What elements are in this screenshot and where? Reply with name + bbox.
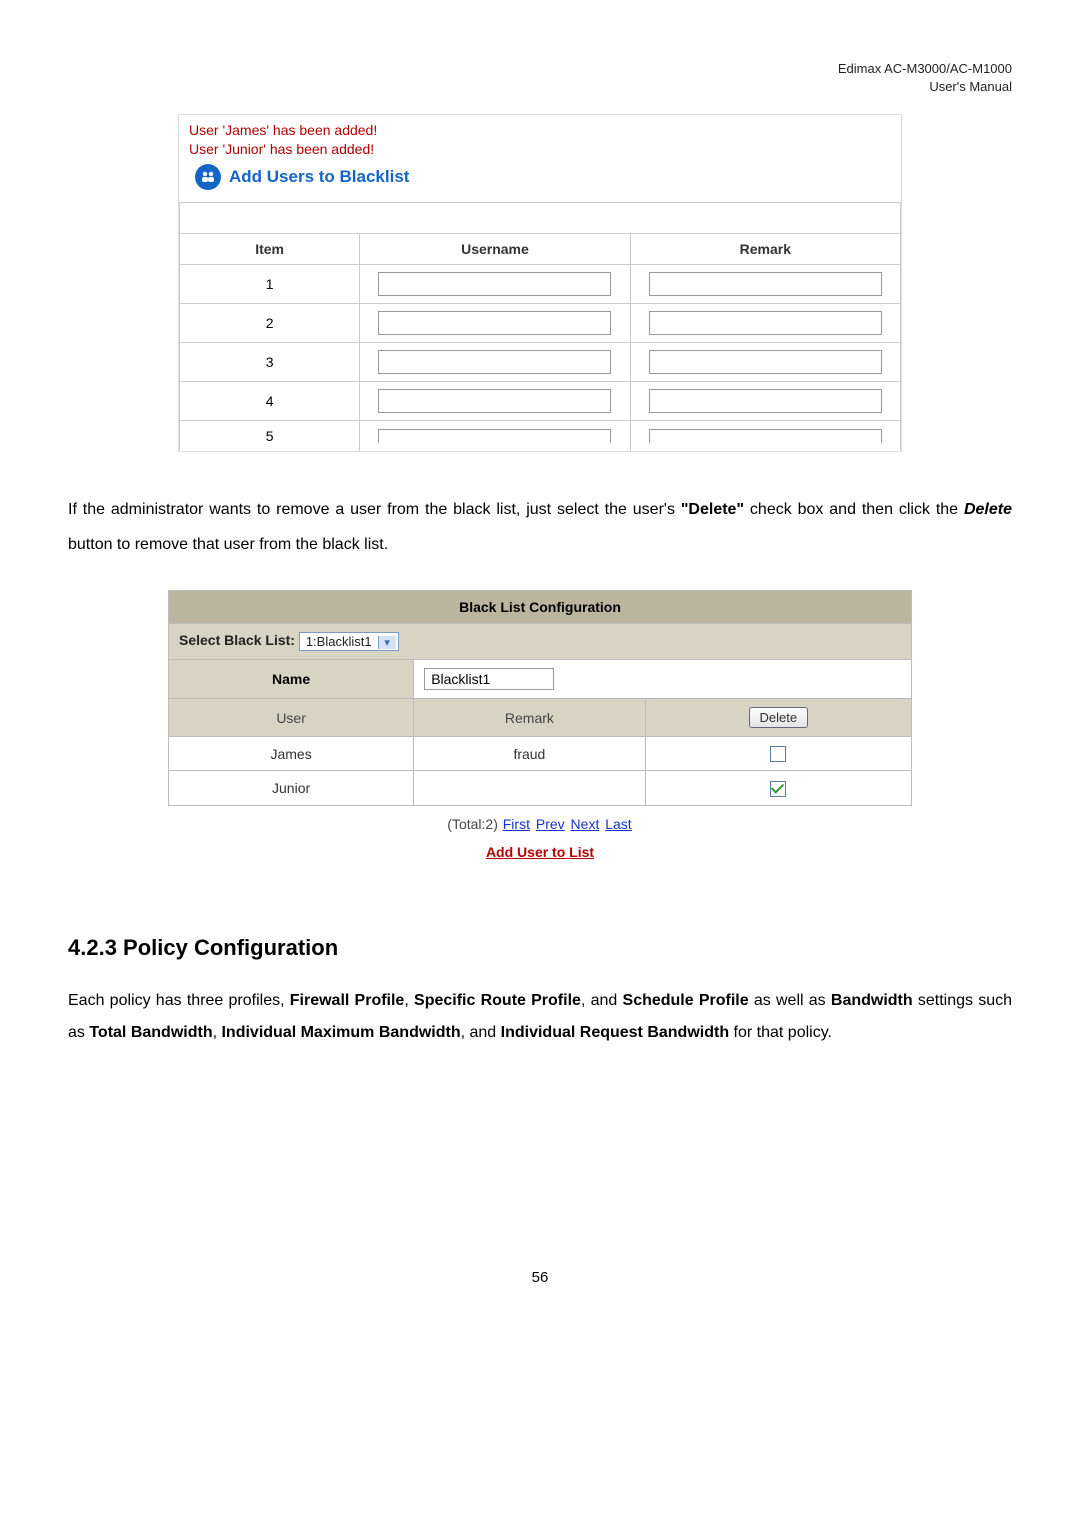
username-input[interactable]: [378, 350, 611, 374]
user-cell: Junior: [169, 771, 414, 805]
para-text: , and: [461, 1024, 501, 1041]
delete-checkbox[interactable]: [770, 746, 786, 762]
para-text: ,: [404, 992, 414, 1009]
pager: (Total:2) First Prev Next Last: [168, 806, 912, 836]
para-text: for that policy.: [729, 1024, 832, 1041]
pager-total: (Total:2): [447, 816, 498, 832]
section-title-row: Add Users to Blacklist: [179, 158, 901, 202]
remark-input[interactable]: [649, 272, 882, 296]
item-cell: 5: [180, 420, 360, 451]
header-line2: User's Manual: [929, 79, 1012, 94]
para-text: as well as: [749, 992, 831, 1009]
delete-checkbox[interactable]: [770, 781, 786, 797]
item-cell: 4: [180, 381, 360, 420]
pager-last[interactable]: Last: [605, 816, 631, 832]
doc-header: Edimax AC-M3000/AC-M1000 User's Manual: [68, 60, 1012, 96]
pager-first[interactable]: First: [503, 816, 530, 832]
remark-input[interactable]: [649, 429, 882, 443]
remark-input[interactable]: [649, 311, 882, 335]
chevron-down-icon: ▾: [378, 636, 396, 649]
delete-quote: "Delete": [681, 501, 744, 518]
para-text: button to remove that user from the blac…: [68, 536, 388, 553]
para-text: If the administrator wants to remove a u…: [68, 501, 681, 518]
para-text: check box and then click the: [744, 501, 964, 518]
remark-cell: fraud: [414, 737, 645, 771]
table-row: 1: [180, 264, 901, 303]
table-row: James fraud: [169, 737, 912, 771]
header-line1: Edimax AC-M3000/AC-M1000: [838, 61, 1012, 76]
table-row: 2: [180, 303, 901, 342]
para-text: Each policy has three profiles,: [68, 992, 290, 1009]
bold-term: Specific Route Profile: [414, 992, 581, 1009]
para-policy-config: Each policy has three profiles, Firewall…: [68, 985, 1012, 1049]
page-number: 56: [68, 1269, 1012, 1286]
bold-term: Total Bandwidth: [89, 1024, 212, 1041]
col-item: Item: [180, 233, 360, 264]
blacklist-config-table: Black List Configuration Select Black Li…: [168, 590, 912, 806]
table-row: 4: [180, 381, 901, 420]
add-users-table: Add Users to Blacklist Blacklist1 Item U…: [179, 202, 901, 451]
select-row: Select Black List: 1:Blacklist1 ▾: [169, 624, 912, 660]
table-row: 5: [180, 420, 901, 451]
remark-input[interactable]: [649, 389, 882, 413]
remark-input[interactable]: [649, 350, 882, 374]
col-delete: Delete: [645, 699, 911, 737]
section-heading: 4.2.3 Policy Configuration: [68, 935, 1012, 961]
bold-term: Schedule Profile: [623, 992, 749, 1009]
item-cell: 2: [180, 303, 360, 342]
users-icon: [195, 164, 221, 190]
para-text: , and: [581, 992, 623, 1009]
bold-term: Individual Request Bandwidth: [501, 1024, 729, 1041]
name-label: Name: [169, 660, 414, 699]
para-delete-instruction: If the administrator wants to remove a u…: [68, 492, 1012, 562]
table-row: 3: [180, 342, 901, 381]
username-input[interactable]: [378, 311, 611, 335]
col-user: User: [169, 699, 414, 737]
bold-term: Firewall Profile: [290, 992, 405, 1009]
added-msg-2: User 'Junior' has been added!: [189, 140, 901, 158]
bold-term: Individual Maximum Bandwidth: [221, 1024, 460, 1041]
bold-term: Bandwidth: [831, 992, 913, 1009]
blacklist-select[interactable]: 1:Blacklist1 ▾: [299, 632, 399, 651]
select-value: 1:Blacklist1: [306, 634, 372, 649]
table-row: Junior: [169, 771, 912, 805]
col-username: Username: [360, 233, 630, 264]
remark-cell: [414, 771, 645, 805]
item-cell: 3: [180, 342, 360, 381]
col-remark: Remark: [630, 233, 900, 264]
username-input[interactable]: [378, 429, 611, 443]
col-remark: Remark: [414, 699, 645, 737]
blacklist-config-title: Black List Configuration: [169, 591, 912, 624]
user-cell: James: [169, 737, 414, 771]
name-input[interactable]: Blacklist1: [424, 668, 554, 690]
pager-next[interactable]: Next: [571, 816, 600, 832]
select-label: Select Black List:: [179, 632, 295, 648]
figure-blacklist-config: Black List Configuration Select Black Li…: [168, 590, 912, 875]
delete-word: Delete: [964, 501, 1012, 518]
added-msg-1: User 'James' has been added!: [189, 121, 901, 139]
add-user-link[interactable]: Add User to List: [486, 844, 594, 860]
section-title: Add Users to Blacklist: [229, 167, 409, 187]
add-users-title-bar: Add Users to Blacklist Blacklist1: [180, 202, 901, 233]
item-cell: 1: [180, 264, 360, 303]
username-input[interactable]: [378, 272, 611, 296]
figure-add-users-blacklist: User 'James' has been added! User 'Junio…: [178, 114, 902, 451]
username-input[interactable]: [378, 389, 611, 413]
delete-button[interactable]: Delete: [749, 707, 809, 728]
pager-prev[interactable]: Prev: [536, 816, 565, 832]
